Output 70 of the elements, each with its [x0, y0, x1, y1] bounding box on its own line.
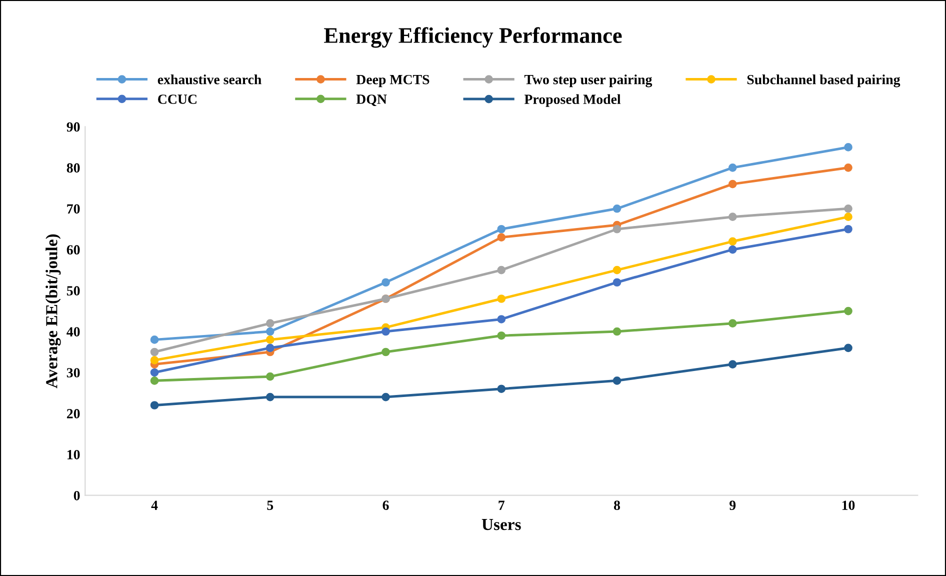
- chart-title: Energy Efficiency Performance: [324, 27, 622, 48]
- legend-label: Proposed Model: [524, 94, 621, 107]
- point: [728, 319, 737, 328]
- point: [382, 348, 390, 356]
- point: [728, 180, 737, 188]
- point: [266, 327, 274, 336]
- point: [497, 233, 506, 242]
- legend-label: Subchannel based pairing: [747, 74, 900, 88]
- point: [612, 204, 622, 213]
- point: [382, 278, 390, 287]
- x-tick-label: 5: [267, 500, 274, 510]
- y-tick-label: 30: [66, 368, 80, 378]
- point: [844, 344, 852, 352]
- point: [150, 348, 159, 356]
- x-tick-label: 7: [498, 500, 505, 510]
- point: [844, 164, 852, 172]
- point: [728, 360, 737, 368]
- y-tick-label: 50: [66, 286, 80, 296]
- x-tick-label: 10: [842, 500, 855, 510]
- x-tick-label: 6: [382, 500, 389, 510]
- legend-label: DQN: [356, 94, 387, 106]
- point: [844, 306, 852, 316]
- point: [728, 212, 737, 221]
- point: [612, 278, 622, 287]
- point: [728, 237, 737, 246]
- point: [150, 401, 159, 410]
- point: [266, 344, 274, 352]
- point: [612, 266, 622, 274]
- point: [497, 315, 506, 324]
- point: [266, 392, 274, 402]
- legend-label: CCUC: [158, 94, 196, 104]
- point: [497, 224, 506, 234]
- point: [612, 327, 622, 336]
- point: [612, 376, 622, 385]
- y-tick-label: 10: [68, 450, 80, 460]
- x-tick-label: 9: [730, 500, 736, 510]
- point: [497, 294, 506, 303]
- y-tick-label: 70: [67, 204, 80, 214]
- point: [382, 392, 390, 402]
- point: [150, 356, 159, 364]
- y-tick-label: 0: [74, 490, 80, 500]
- y-tick-label: 40: [66, 327, 80, 336]
- x-tick-label: 4: [151, 500, 158, 510]
- legend-label: exhaustive search: [158, 74, 262, 84]
- point: [728, 245, 737, 254]
- point: [150, 336, 159, 344]
- x-axis-title: Users: [482, 519, 521, 530]
- point: [728, 164, 737, 172]
- legend-label: Deep MCTS: [356, 74, 430, 88]
- point: [150, 376, 159, 385]
- point: [497, 331, 506, 340]
- y-tick-label: 20: [66, 409, 80, 418]
- point: [612, 224, 622, 234]
- point: [844, 143, 852, 152]
- point: [266, 372, 274, 381]
- x-tick-label: 8: [614, 500, 620, 510]
- y-tick-label: 90: [66, 122, 80, 132]
- point: [266, 336, 274, 344]
- point: [497, 266, 506, 274]
- point: [844, 224, 852, 234]
- y-tick-label: 60: [66, 245, 80, 255]
- point: [497, 384, 506, 394]
- point: [266, 319, 274, 328]
- y-axis-title: Average EE(bit/joule): [46, 234, 61, 388]
- point: [150, 368, 159, 377]
- point: [844, 212, 852, 221]
- y-tick-label: 80: [66, 163, 80, 173]
- point: [844, 204, 852, 213]
- legend-label: Two step user pairing: [524, 74, 652, 88]
- point: [382, 327, 390, 336]
